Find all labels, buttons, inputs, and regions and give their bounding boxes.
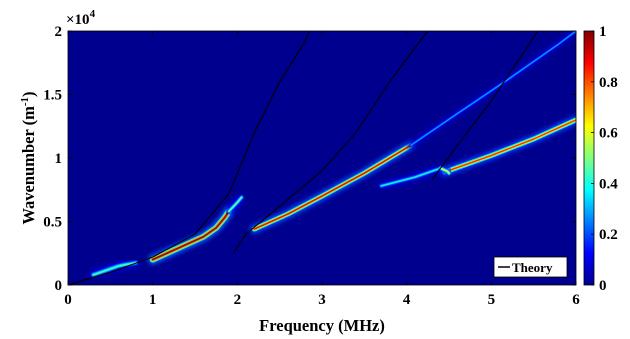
intensity-branches	[88, 31, 576, 280]
y-tick-label: 1	[55, 151, 63, 167]
theory-mode-3	[431, 31, 539, 180]
colorbar	[583, 30, 595, 286]
x-tick-label: 1	[149, 292, 157, 308]
y-axis-label: Wavenumber (m-1)	[19, 91, 38, 224]
x-tick-label: 3	[318, 292, 326, 308]
x-axis-label: Frequency (MHz)	[259, 316, 385, 335]
branch-branch-2c	[407, 31, 576, 149]
branch-branch-3	[440, 115, 576, 177]
theory-curves	[68, 31, 539, 285]
colorbar-tick-label: 0.4	[599, 176, 618, 192]
branch-branch-1a	[88, 258, 141, 280]
branch-branch-1c	[224, 193, 246, 216]
y-axis-ticks: 0 0.5 1 1.5 2	[43, 24, 576, 294]
theory-mode-2	[232, 31, 429, 254]
x-tick-label: 4	[403, 292, 411, 308]
y-tick-label: 1.5	[43, 88, 62, 104]
plot-area	[68, 31, 576, 285]
y-tick-label: 0.5	[43, 215, 62, 231]
branch-branch-3b	[436, 164, 453, 178]
colorbar-tick-label: 0.8	[599, 75, 618, 91]
legend: Theory	[493, 256, 568, 278]
branch-branch-2	[249, 140, 416, 234]
x-tick-label: 0	[64, 292, 72, 308]
y-exponent: ×104	[66, 8, 96, 28]
colorbar-tick-label: 0.2	[599, 227, 618, 243]
x-tick-label: 6	[572, 292, 580, 308]
x-tick-label: 5	[488, 292, 496, 308]
x-tick-label: 2	[234, 292, 242, 308]
theory-mode-1	[68, 31, 310, 285]
y-tick-label: 2	[55, 24, 63, 40]
branch-branch-1b	[147, 206, 234, 265]
colorbar-tick-label: 0	[599, 278, 607, 294]
legend-theory-label: Theory	[512, 260, 553, 275]
colorbar-tick-label: 0.6	[599, 126, 618, 142]
y-tick-label: 0	[55, 278, 63, 294]
branch-branch-2b	[377, 164, 445, 190]
colorbar-ticks: 0 0.2 0.4 0.6 0.8 1	[591, 24, 618, 294]
x-axis-ticks: 0 1 2 3 4 5 6	[64, 31, 580, 308]
legend-box	[493, 256, 568, 278]
colorbar-tick-label: 1	[599, 24, 607, 40]
